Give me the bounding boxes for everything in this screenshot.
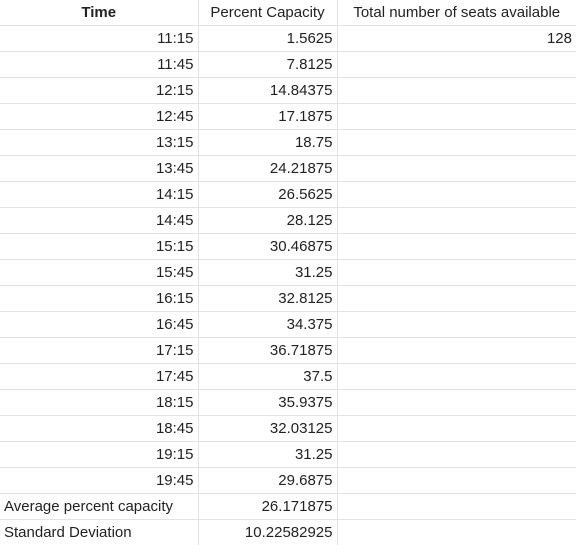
percent-cell[interactable]: 32.03125 <box>198 415 338 442</box>
empty-cell[interactable] <box>337 51 576 78</box>
table-row: 11:15 1.5625 128 <box>0 25 576 52</box>
empty-cell[interactable] <box>337 77 576 104</box>
table-row: 12:15 14.84375 <box>0 77 576 104</box>
time-cell[interactable]: 16:15 <box>0 285 199 312</box>
stddev-label-cell[interactable]: Standard Deviation <box>0 519 199 545</box>
empty-cell[interactable] <box>337 415 576 442</box>
time-cell[interactable]: 19:45 <box>0 467 199 494</box>
table-row: 17:15 36.71875 <box>0 337 576 364</box>
summary-row-average: Average percent capacity 26.171875 <box>0 493 576 520</box>
percent-cell[interactable]: 7.8125 <box>198 51 338 78</box>
table-row: 14:15 26.5625 <box>0 181 576 208</box>
percent-cell[interactable]: 17.1875 <box>198 103 338 130</box>
empty-cell[interactable] <box>337 441 576 468</box>
table-row: 11:45 7.8125 <box>0 51 576 78</box>
time-cell[interactable]: 15:45 <box>0 259 199 286</box>
percent-cell[interactable]: 24.21875 <box>198 155 338 182</box>
time-cell[interactable]: 14:45 <box>0 207 199 234</box>
time-cell[interactable]: 16:45 <box>0 311 199 338</box>
time-cell[interactable]: 19:15 <box>0 441 199 468</box>
header-percent-capacity[interactable]: Percent Capacity <box>198 0 338 26</box>
empty-cell[interactable] <box>337 467 576 494</box>
time-cell[interactable]: 13:45 <box>0 155 199 182</box>
empty-cell[interactable] <box>337 233 576 260</box>
time-cell[interactable]: 12:15 <box>0 77 199 104</box>
percent-cell[interactable]: 31.25 <box>198 441 338 468</box>
table-row: 19:45 29.6875 <box>0 467 576 494</box>
empty-cell[interactable] <box>337 337 576 364</box>
table-row: 15:15 30.46875 <box>0 233 576 260</box>
table-row: 13:45 24.21875 <box>0 155 576 182</box>
average-label-cell[interactable]: Average percent capacity <box>0 493 199 520</box>
empty-cell[interactable] <box>337 389 576 416</box>
percent-cell[interactable]: 30.46875 <box>198 233 338 260</box>
percent-cell[interactable]: 32.8125 <box>198 285 338 312</box>
table-row: 12:45 17.1875 <box>0 103 576 130</box>
time-cell[interactable]: 17:15 <box>0 337 199 364</box>
time-cell[interactable]: 11:15 <box>0 25 199 52</box>
empty-cell[interactable] <box>337 363 576 390</box>
table-body: 11:15 1.5625 128 11:45 7.8125 12:15 14.8… <box>0 25 576 545</box>
empty-cell[interactable] <box>337 493 576 520</box>
table-row: 19:15 31.25 <box>0 441 576 468</box>
average-value-cell[interactable]: 26.171875 <box>198 493 338 520</box>
empty-cell[interactable] <box>337 207 576 234</box>
table-row: 16:45 34.375 <box>0 311 576 338</box>
time-cell[interactable]: 11:45 <box>0 51 199 78</box>
time-cell[interactable]: 18:15 <box>0 389 199 416</box>
empty-cell[interactable] <box>337 520 576 545</box>
table-row: 18:15 35.9375 <box>0 389 576 416</box>
percent-cell[interactable]: 29.6875 <box>198 467 338 494</box>
empty-cell[interactable] <box>337 129 576 156</box>
table-row: 15:45 31.25 <box>0 259 576 286</box>
time-cell[interactable]: 17:45 <box>0 363 199 390</box>
percent-cell[interactable]: 1.5625 <box>198 25 338 52</box>
empty-cell[interactable] <box>337 311 576 338</box>
header-total-seats[interactable]: Total number of seats available <box>337 0 576 26</box>
empty-cell[interactable] <box>337 155 576 182</box>
time-cell[interactable]: 13:15 <box>0 129 199 156</box>
empty-cell[interactable] <box>337 259 576 286</box>
table-row: 17:45 37.5 <box>0 363 576 390</box>
header-row: Time Percent Capacity Total number of se… <box>0 0 576 26</box>
percent-cell[interactable]: 35.9375 <box>198 389 338 416</box>
percent-cell[interactable]: 14.84375 <box>198 77 338 104</box>
percent-cell[interactable]: 31.25 <box>198 259 338 286</box>
table-row: 13:15 18.75 <box>0 129 576 156</box>
time-cell[interactable]: 14:15 <box>0 181 199 208</box>
time-cell[interactable]: 15:15 <box>0 233 199 260</box>
stddev-value-cell[interactable]: 10.22582925 <box>198 519 338 545</box>
table-row: 18:45 32.03125 <box>0 415 576 442</box>
table-row: 16:15 32.8125 <box>0 285 576 312</box>
total-seats-cell[interactable]: 128 <box>337 25 576 52</box>
percent-cell[interactable]: 37.5 <box>198 363 338 390</box>
percent-cell[interactable]: 26.5625 <box>198 181 338 208</box>
table-row: 14:45 28.125 <box>0 207 576 234</box>
summary-row-stddev: Standard Deviation 10.22582925 <box>0 519 576 545</box>
percent-cell[interactable]: 18.75 <box>198 129 338 156</box>
percent-cell[interactable]: 28.125 <box>198 207 338 234</box>
empty-cell[interactable] <box>337 285 576 312</box>
percent-cell[interactable]: 36.71875 <box>198 337 338 364</box>
time-cell[interactable]: 18:45 <box>0 415 199 442</box>
percent-cell[interactable]: 34.375 <box>198 311 338 338</box>
empty-cell[interactable] <box>337 181 576 208</box>
time-cell[interactable]: 12:45 <box>0 103 199 130</box>
header-time[interactable]: Time <box>0 0 199 26</box>
empty-cell[interactable] <box>337 103 576 130</box>
